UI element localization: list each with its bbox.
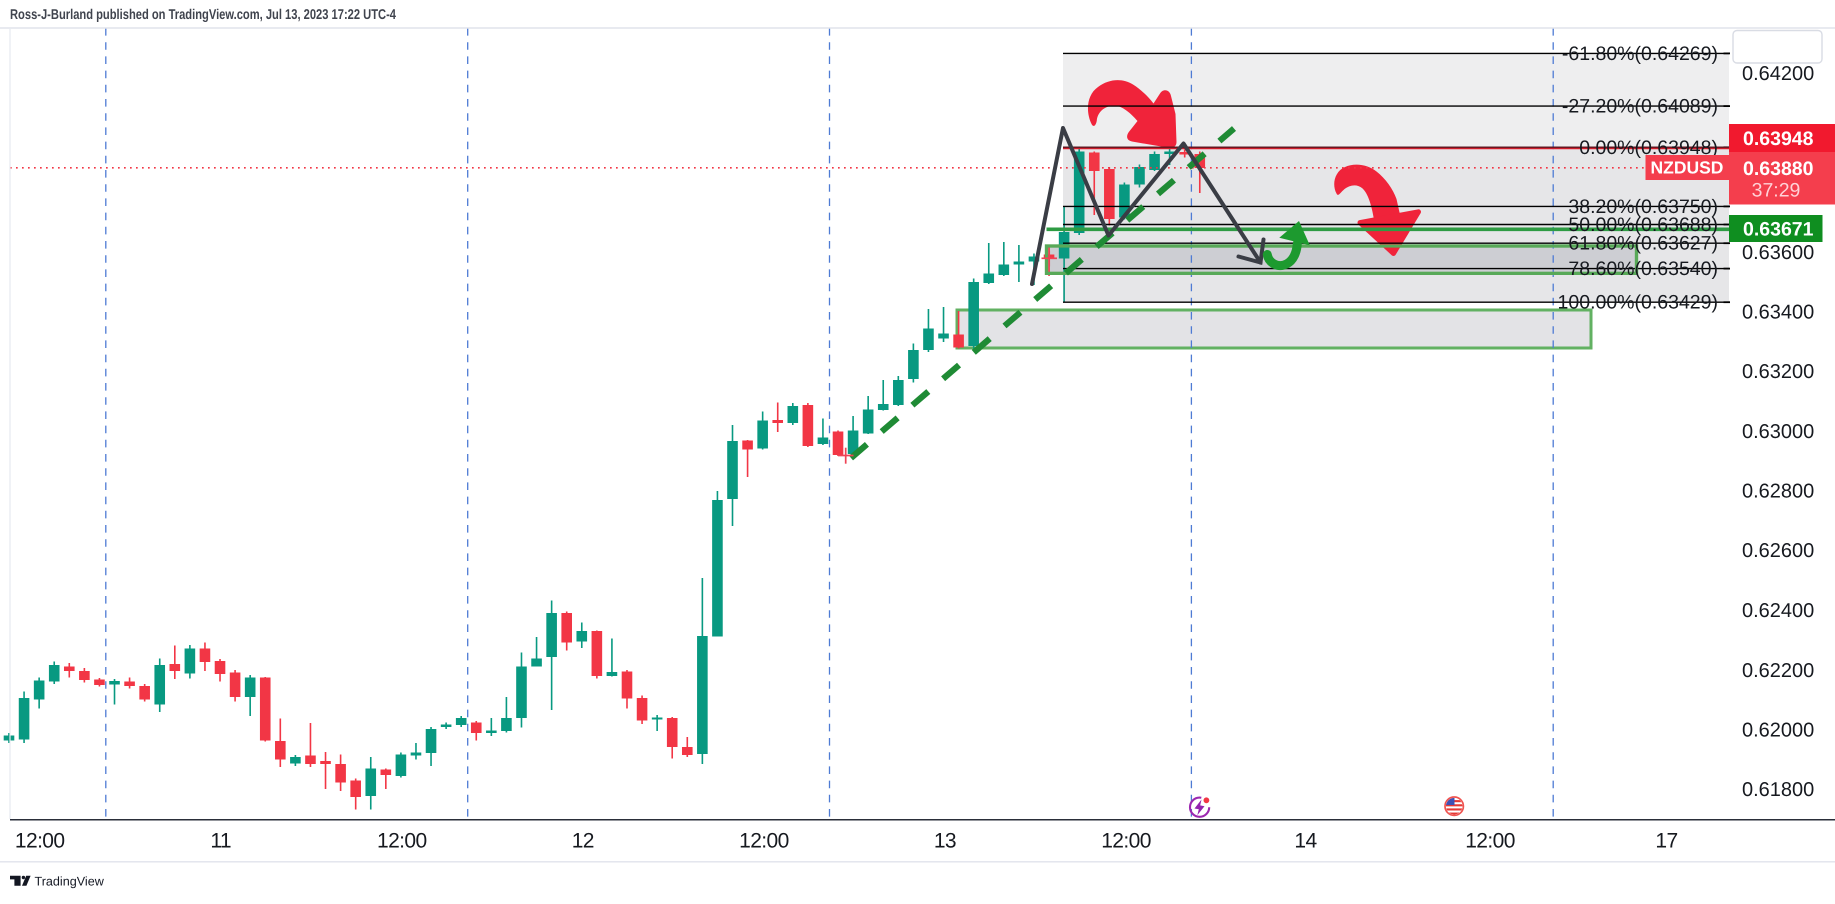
svg-text:11: 11	[210, 830, 231, 853]
svg-text:0.63400: 0.63400	[1742, 302, 1814, 324]
svg-text:12:00: 12:00	[1465, 830, 1515, 853]
svg-text:13: 13	[934, 830, 956, 853]
svg-text:37:29: 37:29	[1752, 180, 1801, 202]
svg-text:NZDUSD: NZDUSD	[1651, 158, 1724, 178]
svg-text:0.63000: 0.63000	[1742, 421, 1814, 443]
svg-text:12: 12	[572, 830, 594, 853]
svg-text:12:00: 12:00	[739, 830, 789, 853]
svg-text:0.61800: 0.61800	[1742, 779, 1814, 801]
svg-text:-61.80%(0.64269): -61.80%(0.64269)	[1562, 43, 1718, 65]
svg-text:50.00%(0.63688): 50.00%(0.63688)	[1568, 214, 1718, 236]
svg-text:Ross-J-Burland published on Tr: Ross-J-Burland published on TradingView.…	[10, 7, 396, 23]
svg-text:14: 14	[1294, 830, 1317, 853]
svg-text:0.00%(0.63948): 0.00%(0.63948)	[1579, 137, 1718, 159]
svg-text:0.62400: 0.62400	[1742, 600, 1814, 622]
svg-text:0.62200: 0.62200	[1742, 660, 1814, 682]
svg-text:0.63948: 0.63948	[1743, 128, 1814, 150]
svg-text:0.64200: 0.64200	[1742, 63, 1814, 85]
svg-text:-27.20%(0.64089): -27.20%(0.64089)	[1562, 96, 1718, 118]
svg-text:0.62800: 0.62800	[1742, 481, 1814, 503]
svg-text:12:00: 12:00	[1101, 830, 1151, 853]
svg-text:78.60%(0.63540): 78.60%(0.63540)	[1568, 258, 1718, 280]
svg-text:12:00: 12:00	[377, 830, 427, 853]
svg-text:61.80%(0.63627): 61.80%(0.63627)	[1568, 233, 1718, 255]
svg-text:0.62600: 0.62600	[1742, 540, 1814, 562]
svg-text:0.63671: 0.63671	[1743, 219, 1814, 241]
svg-text:12:00: 12:00	[15, 830, 65, 853]
svg-text:0.63200: 0.63200	[1742, 361, 1814, 383]
svg-text:TradingView: TradingView	[35, 875, 105, 889]
svg-text:0.62000: 0.62000	[1742, 720, 1814, 742]
svg-text:100.00%(0.63429): 100.00%(0.63429)	[1558, 292, 1718, 314]
svg-text:0.63880: 0.63880	[1743, 158, 1814, 180]
svg-text:0.63600: 0.63600	[1742, 242, 1814, 264]
svg-text:38.20%(0.63750): 38.20%(0.63750)	[1568, 196, 1718, 218]
svg-text:17: 17	[1655, 830, 1677, 853]
